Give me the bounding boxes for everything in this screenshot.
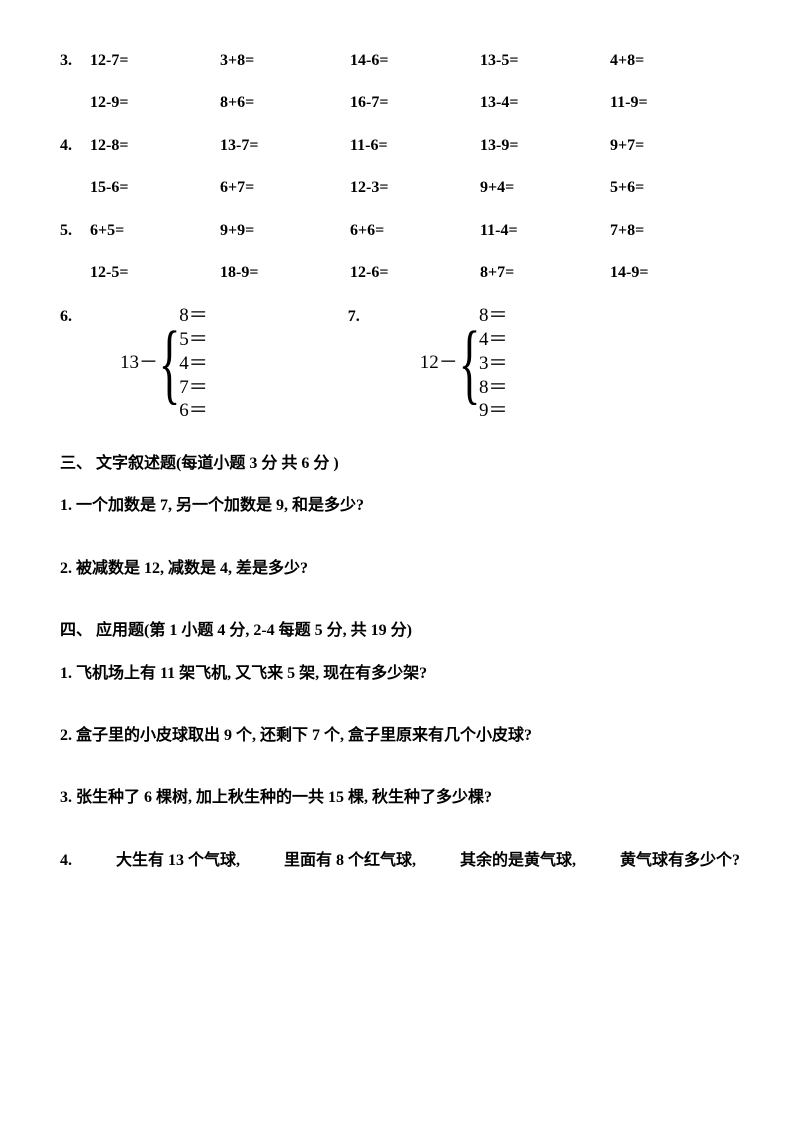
s4-q4-p3: 其余的是黄气球, — [460, 850, 576, 872]
eq-row-4a: 4. 12-8= 13-7= 11-6= 13-9= 9+7= — [60, 135, 740, 157]
eq-cell: 12-8= — [90, 135, 220, 157]
row-num: 4. — [60, 135, 90, 157]
brace-item: 9＝ — [479, 399, 508, 423]
s3-q2: 2. 被减数是 12, 减数是 4, 差是多少? — [60, 558, 740, 580]
eq-cell: 8+6= — [220, 92, 350, 114]
eq-cell: 9+4= — [480, 177, 610, 199]
eq-cell: 4+8= — [610, 50, 740, 72]
eq-cell: 12-3= — [350, 177, 480, 199]
brace-item: 3＝ — [479, 352, 508, 376]
eq-cell: 14-9= — [610, 262, 740, 284]
eq-cell: 12-6= — [350, 262, 480, 284]
s4-q4-p0: 4. — [60, 850, 72, 872]
section-4-title: 四、 应用题(第 1 小题 4 分, 2-4 每题 5 分, 共 19 分) — [60, 620, 740, 642]
eq-cell: 6+6= — [350, 220, 480, 242]
eq-cell: 13-4= — [480, 92, 610, 114]
s4-q1: 1. 飞机场上有 11 架飞机, 又飞来 5 架, 现在有多少架? — [60, 663, 740, 685]
brace-item: 8＝ — [179, 304, 208, 328]
eq-row-4b: 15-6= 6+7= 12-3= 9+4= 5+6= — [60, 177, 740, 199]
eq-cell: 9+7= — [610, 135, 740, 157]
brace-item: 7＝ — [179, 376, 208, 400]
s4-q4: 4. 大生有 13 个气球, 里面有 8 个红气球, 其余的是黄气球, 黄气球有… — [60, 850, 740, 872]
q7-num: 7. — [348, 304, 360, 328]
eq-cell: 16-7= — [350, 92, 480, 114]
eq-cell: 11-9= — [610, 92, 740, 114]
brace-item: 8＝ — [479, 376, 508, 400]
row-num — [60, 92, 90, 114]
row-num: 5. — [60, 220, 90, 242]
section-3-title: 三、 文字叙述题(每道小题 3 分 共 6 分 ) — [60, 453, 740, 475]
brace-questions: 6. 13－ { 8＝ 5＝ 4＝ 7＝ 6＝ 7. 12－ { 8＝ 4＝ 3… — [60, 304, 740, 423]
q7-prefix: 12－ — [420, 350, 458, 377]
eq-cell: 12-5= — [90, 262, 220, 284]
eq-cell: 7+8= — [610, 220, 740, 242]
eq-cell: 5+6= — [610, 177, 740, 199]
s3-q1: 1. 一个加数是 7, 另一个加数是 9, 和是多少? — [60, 495, 740, 517]
s4-q2: 2. 盒子里的小皮球取出 9 个, 还剩下 7 个, 盒子里原来有几个小皮球? — [60, 725, 740, 747]
q7-brace: 12－ { 8＝ 4＝ 3＝ 8＝ 9＝ — [420, 304, 508, 423]
brace-icon: { — [159, 319, 181, 409]
q6-brace: 13－ { 8＝ 5＝ 4＝ 7＝ 6＝ — [120, 304, 208, 423]
brace-item: 6＝ — [179, 399, 208, 423]
eq-cell: 12-9= — [90, 92, 220, 114]
eq-row-3b: 12-9= 8+6= 16-7= 13-4= 11-9= — [60, 92, 740, 114]
eq-cell: 15-6= — [90, 177, 220, 199]
eq-cell: 18-9= — [220, 262, 350, 284]
eq-cell: 8+7= — [480, 262, 610, 284]
eq-cell: 3+8= — [220, 50, 350, 72]
eq-cell: 13-9= — [480, 135, 610, 157]
eq-cell: 11-6= — [350, 135, 480, 157]
brace-item: 8＝ — [479, 304, 508, 328]
q6-prefix: 13－ — [120, 350, 158, 377]
s4-q4-p2: 里面有 8 个红气球, — [284, 850, 416, 872]
q6-items: 8＝ 5＝ 4＝ 7＝ 6＝ — [179, 304, 208, 423]
eq-cell: 12-7= — [90, 50, 220, 72]
eq-cell: 11-4= — [480, 220, 610, 242]
s4-q4-p4: 黄气球有多少个? — [620, 850, 740, 872]
eq-cell: 13-5= — [480, 50, 610, 72]
s4-q4-p1: 大生有 13 个气球, — [116, 850, 240, 872]
eq-cell: 13-7= — [220, 135, 350, 157]
brace-item: 4＝ — [179, 352, 208, 376]
row-num — [60, 262, 90, 284]
eq-cell: 14-6= — [350, 50, 480, 72]
s4-q3: 3. 张生种了 6 棵树, 加上秋生种的一共 15 棵, 秋生种了多少棵? — [60, 787, 740, 809]
q7-items: 8＝ 4＝ 3＝ 8＝ 9＝ — [479, 304, 508, 423]
eq-row-5b: 12-5= 18-9= 12-6= 8+7= 14-9= — [60, 262, 740, 284]
eq-cell: 6+7= — [220, 177, 350, 199]
eq-cell: 6+5= — [90, 220, 220, 242]
eq-row-3a: 3. 12-7= 3+8= 14-6= 13-5= 4+8= — [60, 50, 740, 72]
row-num — [60, 177, 90, 199]
eq-row-5a: 5. 6+5= 9+9= 6+6= 11-4= 7+8= — [60, 220, 740, 242]
row-num: 3. — [60, 50, 90, 72]
brace-icon: { — [459, 319, 481, 409]
brace-item: 4＝ — [479, 328, 508, 352]
eq-cell: 9+9= — [220, 220, 350, 242]
brace-item: 5＝ — [179, 328, 208, 352]
q6-num: 6. — [60, 304, 90, 328]
